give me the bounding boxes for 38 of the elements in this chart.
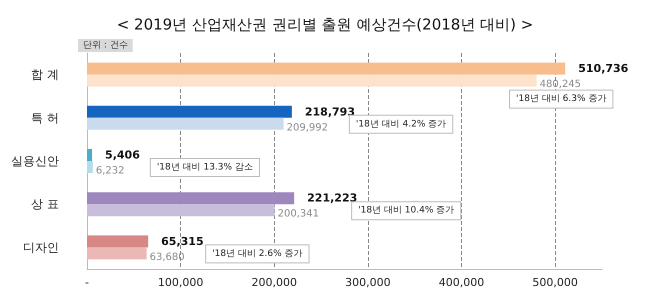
x-tick-label: 200,000 (252, 276, 298, 289)
annotation: '18년 대비 4.2% 증가 (356, 119, 446, 130)
x-tick-label: - (85, 276, 90, 289)
annotation: '18년 대비 13.3% 감소 (156, 162, 253, 172)
data-label: 6,232 (96, 166, 124, 176)
y-tick-label: 합 계 (31, 68, 59, 82)
bar (87, 247, 147, 260)
y-tick-label: 특 허 (31, 110, 59, 125)
bar (87, 149, 92, 161)
bar (87, 62, 566, 75)
annotation: '18년 대비 10.4% 증가 (358, 206, 454, 216)
data-label: 5,406 (105, 148, 140, 162)
bar (87, 106, 292, 118)
x-tick-label: 400,000 (438, 276, 484, 289)
bar (87, 161, 93, 173)
y-tick-label: 디자인 (23, 240, 59, 254)
data-label: 218,793 (304, 105, 355, 118)
bar (87, 235, 148, 248)
x-tick-label: 300,000 (345, 276, 391, 289)
bar (87, 204, 275, 216)
annotation: '18년 대비 6.3% 증가 (516, 94, 606, 104)
chart-title: < 2019년 산업재산권 권리별 출원 예상건수(2018년 대비) > (116, 16, 534, 34)
data-label: 510,736 (578, 62, 629, 76)
data-label: 65,315 (161, 234, 204, 248)
data-label: 200,341 (278, 208, 319, 220)
bar (87, 192, 294, 204)
data-label: 63,680 (150, 252, 185, 263)
y-tick-label: 실용신안 (11, 154, 59, 168)
bar (87, 118, 284, 130)
data-label: 480,245 (540, 79, 582, 90)
data-label: 209,992 (286, 122, 328, 134)
annotation: '18년 대비 2.6% 증가 (212, 248, 303, 259)
bar (87, 74, 537, 87)
text: 단위 : 건수 (83, 40, 128, 50)
data-label: 221,223 (307, 192, 358, 205)
x-tick-label: 500,000 (532, 276, 578, 289)
x-tick-label: 100,000 (158, 276, 204, 289)
y-tick-label: 상 표 (31, 197, 59, 212)
